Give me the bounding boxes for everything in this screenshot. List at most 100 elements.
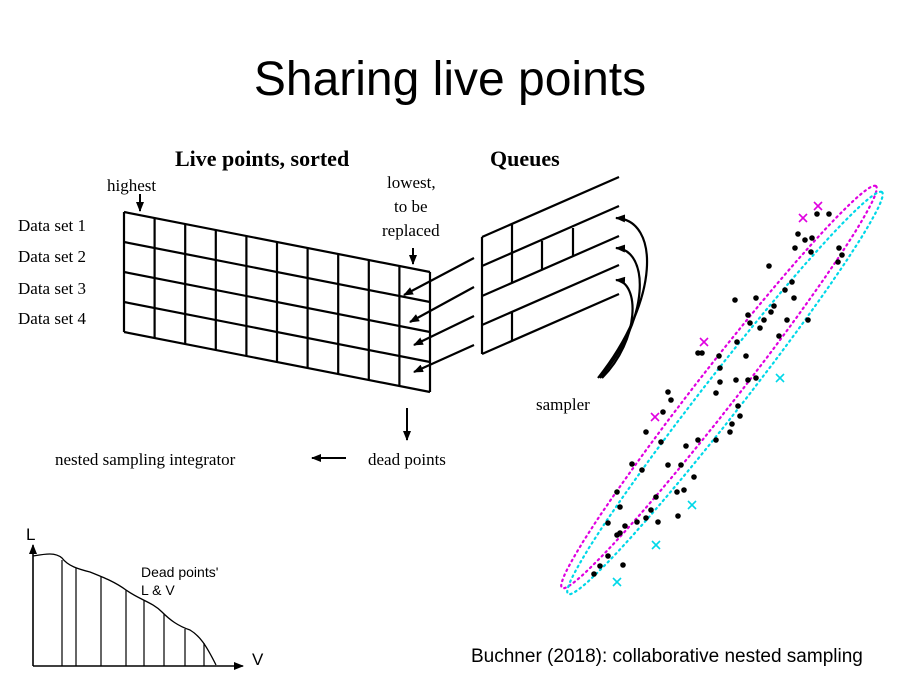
sample-point: [776, 333, 782, 339]
sample-point: [665, 389, 671, 395]
sample-point: [648, 507, 654, 513]
sample-point: [735, 403, 741, 409]
sample-point: [617, 504, 623, 510]
sample-point: [784, 317, 790, 323]
sample-point: [614, 489, 620, 495]
sample-point: [747, 320, 753, 326]
sample-point: [792, 245, 798, 251]
sample-point: [757, 325, 763, 331]
sample-point: [675, 513, 681, 519]
queue-arrows: [403, 257, 475, 374]
sample-point: [614, 532, 620, 538]
contour-cross-mark: [813, 201, 823, 211]
sample-point: [734, 339, 740, 345]
sample-point: [771, 303, 777, 309]
sample-point: [643, 429, 649, 435]
sample-point: [745, 312, 751, 318]
sample-point: [737, 413, 743, 419]
contour-cross-mark: [687, 500, 697, 510]
sample-point: [836, 245, 842, 251]
sample-point: [805, 317, 811, 323]
sample-point: [802, 237, 808, 243]
contour-cross-mark: [651, 540, 661, 550]
sample-point: [653, 494, 659, 500]
inset-stripes: [61, 560, 205, 666]
sample-point: [658, 439, 664, 445]
sample-point: [766, 263, 772, 269]
inset-caption-line2: L & V: [141, 582, 175, 598]
dead-points-label: dead points: [368, 450, 446, 469]
sample-point: [605, 520, 611, 526]
lowest-label-line3: replaced: [382, 221, 440, 240]
live-points-header: Live points, sorted: [175, 146, 350, 171]
sample-point: [795, 231, 801, 237]
sample-point: [826, 211, 832, 217]
integrator-label: nested sampling integrator: [55, 450, 236, 469]
sample-point: [674, 489, 680, 495]
sample-point: [639, 467, 645, 473]
inset-curve: [32, 553, 217, 666]
sample-point: [814, 211, 820, 217]
sample-point: [727, 429, 733, 435]
sample-point: [620, 562, 626, 568]
sample-point: [713, 390, 719, 396]
inset-caption-line1: Dead points': [141, 564, 219, 580]
sample-point: [716, 353, 722, 359]
dataset-label-3: Data set 3: [18, 279, 86, 298]
likelihood-contours: [560, 184, 884, 596]
queues-header: Queues: [490, 146, 560, 171]
sample-point: [733, 377, 739, 383]
highest-label: highest: [107, 176, 157, 195]
sample-point: [597, 563, 603, 569]
dataset-label-1: Data set 1: [18, 216, 86, 235]
slide-title: Sharing live points: [253, 53, 647, 106]
sample-point: [729, 421, 735, 427]
sample-point: [753, 295, 759, 301]
sample-point: [753, 375, 759, 381]
lowest-label-line1: lowest,: [387, 173, 436, 192]
sample-point: [643, 515, 649, 521]
sample-point: [782, 287, 788, 293]
contour-cross-mark: [650, 412, 660, 422]
upper-contour: [560, 184, 878, 590]
sample-point: [629, 461, 635, 467]
queues-block: [480, 175, 620, 356]
sample-point: [808, 249, 814, 255]
contour-cross-mark: [699, 337, 709, 347]
sample-point: [605, 553, 611, 559]
sample-point: [681, 487, 687, 493]
sample-point: [622, 523, 628, 529]
sample-point: [678, 462, 684, 468]
sample-point: [717, 365, 723, 371]
sample-point: [665, 462, 671, 468]
sampler-label: sampler: [536, 395, 590, 414]
sample-point: [732, 297, 738, 303]
sample-point: [660, 409, 666, 415]
contour-cross-mark: [612, 577, 622, 587]
inset-plot: [29, 544, 244, 670]
inset-y-axis-label: L: [26, 525, 36, 544]
citation: Buchner (2018): collaborative nested sam…: [471, 646, 863, 667]
sample-point: [691, 474, 697, 480]
sample-point: [699, 350, 705, 356]
sample-point: [695, 437, 701, 443]
dataset-label-4: Data set 4: [18, 309, 86, 328]
sample-point: [743, 353, 749, 359]
sample-point: [591, 571, 597, 577]
sample-point: [761, 317, 767, 323]
sample-point: [695, 350, 701, 356]
live-points-grid: [122, 210, 432, 394]
contour-cross-mark: [775, 373, 785, 383]
sample-point: [655, 519, 661, 525]
contour-cross-mark: [798, 213, 808, 223]
inset-x-axis-label: V: [252, 650, 264, 669]
dataset-label-2: Data set 2: [18, 247, 86, 266]
sample-point: [789, 279, 795, 285]
sampler-arrows: [597, 214, 649, 379]
sample-point: [745, 377, 751, 383]
lowest-label-line2: to be: [394, 197, 428, 216]
sample-point: [809, 235, 815, 241]
sample-point: [713, 437, 719, 443]
sample-point: [791, 295, 797, 301]
